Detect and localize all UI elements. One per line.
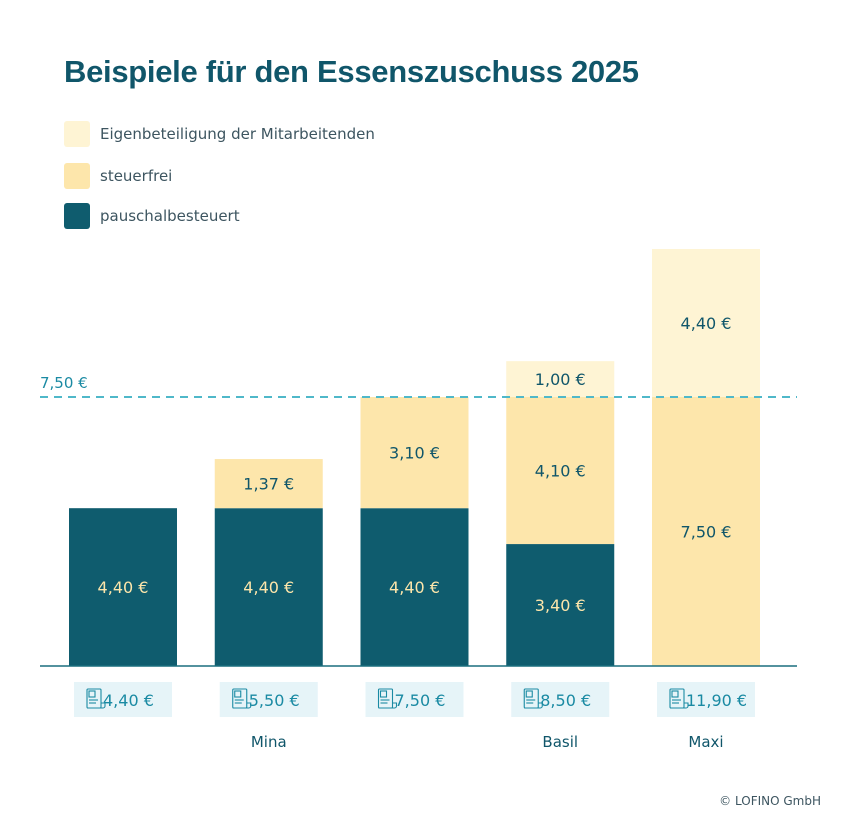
bar-value-label: 7,50 € <box>681 523 732 542</box>
bar-value-label: 4,40 € <box>98 578 149 597</box>
bar-segment-steuerfrei <box>652 397 760 666</box>
legend-swatch <box>64 203 90 229</box>
bar-segment-eigenbeteiligung <box>506 361 615 397</box>
category-label: Mina <box>251 733 287 751</box>
bar-segment-pauschalbesteuert <box>214 508 323 666</box>
receipt-total: 7,50 € <box>395 691 446 710</box>
legend-label: pauschalbesteuert <box>100 207 240 225</box>
bar-value-label: 4,40 € <box>243 578 294 597</box>
bar-value-label: 4,40 € <box>389 578 440 597</box>
bar-segment-pauschalbesteuert <box>506 544 615 666</box>
legend-swatch <box>64 121 90 147</box>
receipt-icon <box>523 688 543 709</box>
receipt-icon <box>86 688 106 709</box>
receipt-total: 5,50 € <box>249 691 300 710</box>
legend-pauschalbesteuert: pauschalbesteuert <box>64 203 240 229</box>
receipt-icon <box>232 688 252 709</box>
bar-value-label: 1,00 € <box>535 370 586 389</box>
copyright: © LOFINO GmbH <box>719 794 821 808</box>
category-label: Maxi <box>688 733 723 751</box>
chart-title: Beispiele für den Essenszuschuss 2025 <box>64 54 639 89</box>
legend-label: steuerfrei <box>100 167 173 185</box>
bar-value-label: 4,40 € <box>681 314 732 333</box>
reference-line-label: 7,50 € <box>40 374 88 392</box>
bar-value-label: 3,40 € <box>535 596 586 615</box>
legend-label: Eigenbeteiligung der Mitarbeitenden <box>100 125 375 143</box>
bar-value-label: 1,37 € <box>243 475 294 494</box>
category-label: Basil <box>542 733 578 751</box>
bar-value-label: 3,10 € <box>389 444 440 463</box>
receipt-icon <box>377 688 398 709</box>
legend-eigenbeteiligung: Eigenbeteiligung der Mitarbeitenden <box>64 121 375 147</box>
bar-segment-steuerfrei <box>506 397 615 545</box>
receipt-total: 8,50 € <box>540 691 591 710</box>
bar-segment-steuerfrei <box>214 459 323 509</box>
receipt-total: 4,40 € <box>103 691 154 710</box>
receipt-total: 11,90 € <box>686 691 747 710</box>
bar-value-label: 4,10 € <box>535 462 586 481</box>
legend-steuerfrei: steuerfrei <box>64 163 172 189</box>
bar-segment-eigenbeteiligung <box>652 249 760 397</box>
bar-segment-pauschalbesteuert <box>69 508 177 666</box>
bar-segment-steuerfrei <box>360 397 469 509</box>
bar-segment-pauschalbesteuert <box>360 508 469 666</box>
receipt-icon <box>669 688 689 709</box>
legend-swatch <box>64 163 90 189</box>
